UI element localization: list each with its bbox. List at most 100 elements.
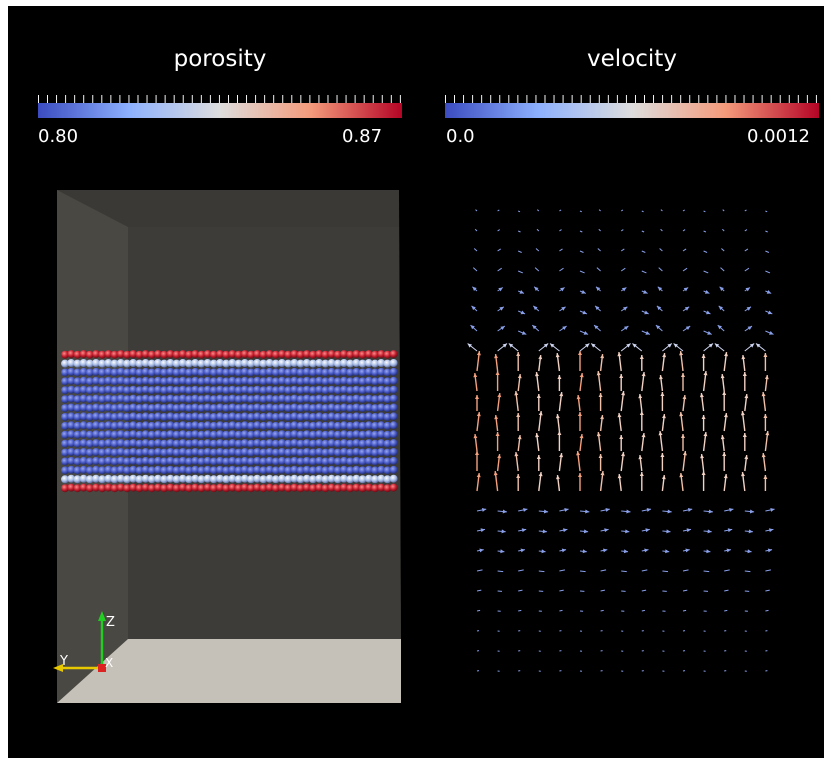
- velocity-glyph: [538, 570, 545, 573]
- velocity-glyph-head: [724, 352, 728, 357]
- porosity-particle: [191, 412, 200, 421]
- porosity-particle: [284, 466, 293, 475]
- porosity-particle: [116, 483, 125, 492]
- porosity-particle: [265, 474, 274, 483]
- porosity-particle: [216, 403, 224, 412]
- porosity-particle: [333, 368, 342, 377]
- velocity-glyph-head: [660, 453, 665, 457]
- porosity-particle: [327, 412, 336, 421]
- velocity-glyph-head: [667, 509, 672, 514]
- velocity-glyph-head: [481, 508, 487, 512]
- velocity-glyph-head: [632, 343, 637, 348]
- porosity-particle: [290, 367, 299, 376]
- porosity-particle: [346, 439, 355, 448]
- porosity-particle: [172, 430, 181, 439]
- porosity-particle: [85, 413, 94, 421]
- velocity-glyph: [620, 209, 624, 212]
- velocity-glyph-head: [583, 331, 589, 335]
- porosity-particle: [185, 413, 193, 421]
- velocity-glyph-head: [516, 413, 521, 417]
- porosity-particle: [371, 359, 379, 368]
- porosity-particle: [104, 376, 113, 385]
- velocity-glyph: [476, 569, 483, 572]
- porosity-particle: [321, 484, 330, 493]
- porosity-particle: [154, 421, 162, 430]
- porosity-particle: [302, 483, 311, 492]
- porosity-particle: [321, 475, 330, 484]
- velocity-glyph: [600, 609, 604, 612]
- porosity-particle: [222, 448, 231, 457]
- porosity-particle: [315, 367, 324, 376]
- velocity-glyph-head: [538, 411, 543, 416]
- porosity-particle: [197, 395, 206, 404]
- porosity-particle: [73, 448, 82, 457]
- porosity-particle: [166, 412, 175, 421]
- porosity-particle: [358, 457, 367, 466]
- velocity-glyph-head: [644, 548, 649, 553]
- porosity-particle: [135, 439, 144, 448]
- porosity-particle: [129, 367, 138, 376]
- velocity-colorbar-ticks: [445, 95, 819, 103]
- porosity-particle: [104, 465, 113, 474]
- porosity-particle: [104, 350, 113, 359]
- velocity-glyph-head: [763, 475, 768, 479]
- porosity-particle: [160, 457, 169, 466]
- porosity-particle: [129, 465, 138, 474]
- porosity-particle: [178, 465, 187, 474]
- porosity-particle: [197, 359, 206, 368]
- porosity-particle: [92, 465, 100, 474]
- porosity-particle: [284, 421, 293, 430]
- porosity-particle: [135, 377, 144, 386]
- porosity-particle: [364, 483, 373, 492]
- velocity-glyph: [724, 569, 730, 572]
- porosity-particle: [166, 483, 175, 492]
- porosity-particle: [92, 367, 100, 376]
- porosity-particle: [278, 367, 286, 376]
- porosity-particle: [296, 421, 305, 430]
- porosity-particle: [79, 350, 88, 359]
- velocity-glyph-head: [475, 395, 479, 399]
- porosity-particle: [389, 385, 398, 394]
- velocity-glyph-head: [656, 305, 662, 311]
- porosity-particle: [321, 421, 330, 430]
- porosity-particle: [67, 403, 76, 412]
- velocity-glyph-head: [681, 434, 685, 438]
- porosity-particle: [166, 385, 175, 394]
- velocity-glyph-head: [598, 454, 603, 458]
- velocity-glyph-head: [521, 528, 527, 533]
- velocity-glyph-head: [500, 326, 505, 330]
- velocity-glyph: [620, 248, 625, 252]
- porosity-particle: [278, 385, 286, 394]
- porosity-particle: [296, 350, 305, 359]
- velocity-glyph: [559, 229, 562, 232]
- porosity-particle: [253, 403, 262, 412]
- porosity-particle: [92, 359, 100, 367]
- porosity-particle: [135, 350, 144, 359]
- velocity-glyph: [535, 248, 540, 252]
- porosity-particle: [79, 439, 88, 448]
- porosity-particle: [358, 377, 367, 386]
- porosity-particle: [135, 386, 144, 395]
- porosity-particle: [67, 412, 76, 421]
- porosity-particle: [352, 430, 361, 439]
- porosity-particle: [228, 439, 237, 448]
- porosity-particle: [178, 483, 187, 492]
- porosity-particle: [116, 394, 125, 403]
- porosity-particle: [191, 421, 200, 430]
- porosity-particle: [309, 350, 317, 359]
- porosity-particle: [166, 367, 175, 376]
- render-viewport[interactable]: porosity 0.80 0.87 velocity 0.0 0.0012: [8, 6, 824, 758]
- porosity-particle: [160, 484, 169, 493]
- porosity-particle: [284, 439, 293, 448]
- porosity-particle: [302, 421, 311, 430]
- porosity-particle: [333, 413, 342, 421]
- porosity-particle: [253, 412, 262, 421]
- porosity-particle: [92, 385, 100, 394]
- porosity-particle: [358, 430, 367, 439]
- porosity-particle: [234, 404, 243, 413]
- velocity-glyph-head: [521, 331, 527, 335]
- porosity-particle: [116, 367, 125, 376]
- porosity-particle: [327, 350, 336, 359]
- porosity-particle: [216, 412, 224, 421]
- porosity-particle: [278, 412, 286, 421]
